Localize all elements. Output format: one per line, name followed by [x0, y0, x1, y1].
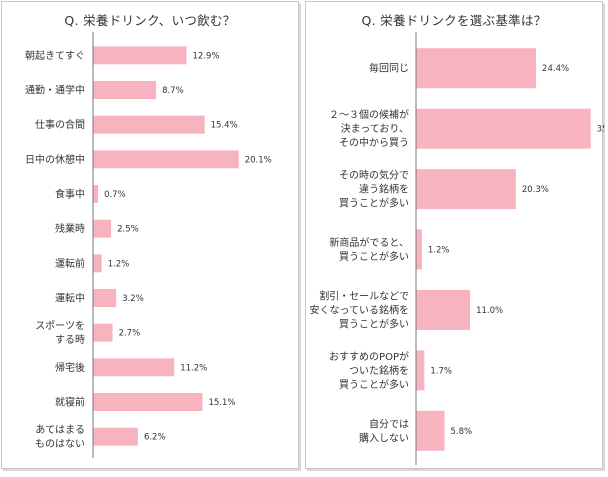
- chart-panel-criteria: Q. 栄養ドリンクを選ぶ基準は？ 24.4% 毎回同じ 35.5% ２～３個の候補が決…: [305, 1, 604, 469]
- category-label: ２～３個の候補が決まっており、その中から買う: [329, 108, 409, 149]
- category-label: 日中の休憩中: [25, 153, 85, 166]
- category-label: 残業時: [55, 222, 85, 235]
- category-label: 毎回同じ: [369, 62, 409, 75]
- value-label: 1.7%: [430, 366, 452, 376]
- category-label: あてはまるものはない: [35, 424, 85, 450]
- category-label: 運転前: [55, 257, 85, 270]
- category-label: 自分では購入しない: [359, 417, 409, 444]
- value-label: 24.4%: [542, 64, 569, 74]
- value-label: 8.7%: [162, 86, 184, 96]
- bar: [93, 358, 175, 377]
- value-label: 0.7%: [104, 190, 126, 200]
- bar: [416, 229, 422, 270]
- bar: [416, 289, 471, 330]
- category-label: 仕事の合間: [35, 118, 85, 131]
- value-label: 35.5%: [597, 125, 604, 135]
- category-label: 通勤・通学中: [25, 84, 85, 97]
- bar-chart-criteria: 24.4% 毎回同じ 35.5% ２～３個の候補が決まっており、その中から買う 20.3…: [310, 32, 604, 465]
- bar: [416, 48, 537, 89]
- value-label: 2.5%: [117, 225, 139, 235]
- value-label: 15.1%: [208, 398, 235, 408]
- category-label: 割引・セールなどで安くなっている銘柄を買うことが多い: [310, 289, 410, 330]
- bar: [93, 150, 239, 169]
- category-label: 食事中: [55, 188, 85, 201]
- category-label: 朝起きてすぐ: [25, 50, 85, 62]
- bar: [93, 323, 113, 342]
- bar: [416, 108, 591, 149]
- bar: [93, 219, 112, 238]
- category-label: 新商品がでると、買うことが多い: [329, 236, 409, 263]
- chart-title-timing: Q. 栄養ドリンク、いつ飲む？: [64, 13, 236, 28]
- value-label: 11.0%: [476, 306, 503, 316]
- bar: [93, 393, 203, 411]
- category-label: その時の気分で違う銘柄を買うことが多い: [339, 169, 409, 210]
- value-label: 11.2%: [180, 363, 207, 373]
- bar: [93, 81, 157, 99]
- value-label: 20.3%: [522, 185, 549, 195]
- category-label: おすすめのPOPがついた銘柄を買うことが多い: [329, 350, 409, 391]
- category-label: 運転中: [55, 292, 85, 305]
- bar: [416, 350, 425, 391]
- bar: [93, 115, 205, 134]
- value-label: 20.1%: [245, 155, 272, 165]
- category-label: 就寝前: [55, 396, 85, 409]
- bar: [416, 410, 445, 451]
- bar-chart-timing: 12.9% 朝起きてすぐ 8.7% 通勤・通学中 15.4% 仕事の合間 20.1% 日中の休…: [25, 32, 272, 458]
- value-label: 6.2%: [144, 433, 166, 443]
- bar: [416, 169, 516, 210]
- bar: [93, 185, 99, 203]
- category-label: 帰宅後: [55, 361, 85, 374]
- value-label: 15.4%: [211, 121, 238, 131]
- bar: [93, 254, 102, 273]
- value-label: 3.2%: [122, 294, 144, 304]
- value-label: 12.9%: [193, 51, 220, 61]
- chart-panel-timing: Q. 栄養ドリンク、いつ飲む？ 12.9% 朝起きてすぐ 8.7% 通勤・通学中 15.…: [1, 1, 299, 469]
- value-label: 1.2%: [108, 259, 130, 269]
- value-label: 5.8%: [451, 427, 473, 437]
- bar: [93, 427, 138, 446]
- chart-title-criteria: Q. 栄養ドリンクを選ぶ基準は？: [361, 13, 547, 28]
- bar: [93, 289, 117, 307]
- bar: [93, 46, 187, 65]
- category-label: スポーツをする時: [35, 320, 85, 346]
- value-label: 1.2%: [428, 246, 450, 256]
- value-label: 2.7%: [119, 329, 141, 339]
